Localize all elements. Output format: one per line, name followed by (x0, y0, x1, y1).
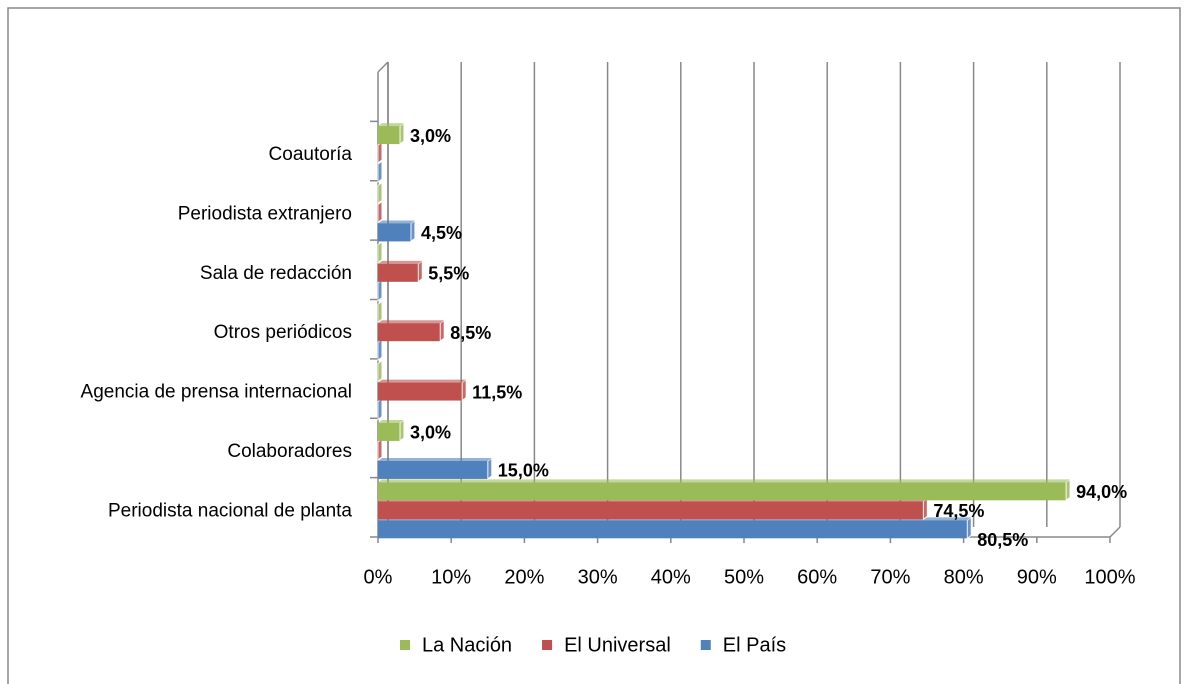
bar-side (377, 437, 383, 461)
data-label: 5,5% (428, 264, 469, 284)
bar-side (377, 200, 383, 224)
bar-top (378, 419, 404, 423)
data-label: 8,5% (450, 323, 491, 343)
data-label: 80,5% (977, 530, 1028, 550)
bar-side (377, 278, 383, 302)
y-tick-label: Otros periódicos (214, 322, 352, 343)
x-tick-label: 20% (504, 566, 544, 588)
legend-swatch (700, 640, 711, 650)
bar-side (487, 456, 493, 480)
bar (378, 460, 488, 479)
bar (378, 223, 411, 242)
y-tick-label: Periodista extranjero (178, 203, 352, 224)
x-tick-label: 50% (724, 566, 764, 588)
bar-side (377, 160, 383, 184)
legend-label: El Universal (564, 634, 671, 656)
bar-side (377, 181, 383, 205)
x-tick-label: 90% (1017, 566, 1057, 588)
bar-side (417, 259, 423, 283)
bar-side (377, 397, 383, 421)
bar-top (378, 220, 415, 224)
data-label: 15,0% (498, 461, 549, 481)
bar-top (378, 260, 423, 264)
y-tick-label: Agencia de prensa internacional (81, 382, 352, 403)
bar (378, 126, 400, 145)
legend-swatch (542, 640, 553, 650)
y-tick-label: Periodista nacional de planta (108, 500, 352, 521)
bar-side (377, 359, 383, 383)
data-label: 11,5% (472, 382, 522, 402)
bar (378, 501, 924, 520)
y-tick-label: Sala de redacción (200, 263, 352, 284)
bar (378, 482, 1067, 501)
x-tick-label: 0% (364, 566, 393, 588)
bar (378, 422, 400, 441)
bar-top (378, 379, 467, 383)
bar-side (399, 418, 405, 442)
bar (378, 263, 419, 282)
bar-side (461, 378, 467, 402)
bar-side (922, 497, 928, 521)
data-label: 3,0% (410, 423, 451, 443)
bar-top (378, 457, 492, 461)
x-tick-label: 60% (797, 566, 837, 588)
bar-top (378, 479, 1071, 483)
bar-side (377, 240, 383, 264)
x-tick-label: 100% (1084, 566, 1135, 588)
data-label: 94,0% (1076, 482, 1127, 502)
x-tick-label: 40% (651, 566, 691, 588)
data-label: 3,0% (410, 126, 451, 146)
x-tick-label: 70% (870, 566, 910, 588)
data-label: 74,5% (933, 501, 984, 521)
legend-label: El País (723, 634, 786, 656)
bar-side (439, 319, 445, 343)
bar-top (378, 320, 445, 324)
x-tick-label: 80% (944, 566, 984, 588)
axis-line (377, 61, 389, 73)
bar (378, 323, 441, 342)
bar-side (377, 338, 383, 362)
bar-side (399, 122, 405, 146)
bar-side (1065, 478, 1071, 502)
bar (378, 520, 968, 539)
legend-label: La Nación (422, 634, 512, 656)
bar-side (377, 300, 383, 324)
data-label: 4,5% (421, 223, 462, 243)
bar (378, 382, 463, 401)
x-tick-label: 30% (578, 566, 618, 588)
y-tick-label: Coautoría (269, 144, 353, 165)
y-tick-label: Colaboradores (227, 441, 352, 462)
bar-side (377, 141, 383, 165)
legend-swatch (400, 640, 410, 650)
axis-line (1109, 526, 1121, 538)
bar-top (378, 123, 404, 127)
x-tick-label: 10% (431, 566, 471, 588)
chart-frame (7, 7, 1181, 684)
bar-side (410, 219, 416, 243)
bar-side (966, 516, 972, 540)
